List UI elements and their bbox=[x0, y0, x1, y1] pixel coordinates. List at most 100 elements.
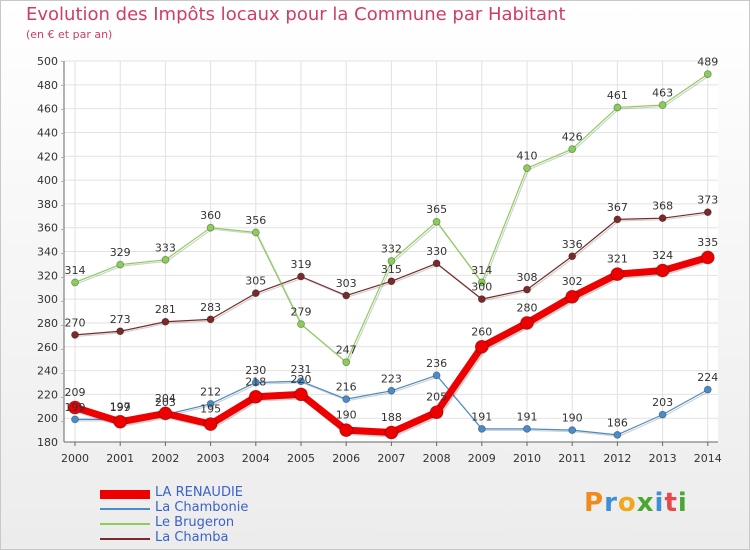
point-la-chambonie bbox=[613, 430, 622, 439]
data-label-le-brugeron: 410 bbox=[517, 150, 538, 163]
data-label-la-renaudie: 195 bbox=[200, 403, 221, 416]
brand-letter: P bbox=[584, 488, 605, 518]
point-la-renaudie bbox=[565, 289, 580, 304]
y-tick-label: 240 bbox=[37, 365, 58, 378]
data-label-la-chamba: 368 bbox=[652, 200, 673, 213]
data-label-la-chambonie: 191 bbox=[471, 410, 492, 423]
point-la-renaudie bbox=[339, 423, 354, 437]
data-label-la-chamba: 319 bbox=[291, 258, 312, 271]
brand-letter: o bbox=[617, 488, 637, 518]
axes: 180 200 220 240 260 280 300 320 340 360 380 400 420 4… bbox=[37, 55, 722, 465]
point-la-chambonie bbox=[71, 415, 79, 424]
data-label-le-brugeron: 360 bbox=[200, 209, 221, 222]
data-label-la-chamba: 373 bbox=[697, 194, 718, 207]
data-label-la-renaudie: 205 bbox=[426, 391, 447, 404]
point-la-chamba bbox=[613, 215, 622, 224]
data-label-la-chambonie: 191 bbox=[517, 410, 538, 423]
data-label-la-chambonie: 199 bbox=[65, 401, 86, 414]
data-label-le-brugeron: 365 bbox=[426, 203, 447, 216]
point-le-brugeron bbox=[432, 217, 441, 226]
data-label-la-chamba: 281 bbox=[155, 303, 176, 316]
y-tick-label: 320 bbox=[37, 269, 58, 282]
data-label-la-chambonie: 212 bbox=[200, 385, 221, 398]
data-label-la-renaudie: 218 bbox=[245, 375, 266, 388]
point-la-renaudie bbox=[520, 316, 534, 330]
x-tick-label: 2005 bbox=[287, 452, 315, 465]
point-la-renaudie bbox=[158, 406, 173, 421]
chart-title: Evolution des Impôts locaux pour la Comm… bbox=[26, 4, 566, 25]
legend-label: La Chambonie bbox=[155, 500, 249, 515]
point-la-chambonie bbox=[523, 425, 531, 433]
y-tick-label: 300 bbox=[37, 293, 58, 306]
data-label-le-brugeron: 247 bbox=[336, 344, 357, 357]
brand-logo: Proxiti bbox=[584, 488, 688, 518]
point-le-brugeron bbox=[342, 358, 351, 367]
point-le-brugeron bbox=[523, 164, 531, 173]
series bbox=[68, 70, 715, 440]
point-la-chamba bbox=[703, 208, 712, 217]
x-tick-label: 2007 bbox=[377, 452, 405, 465]
y-tick-label: 400 bbox=[37, 174, 58, 187]
y-tick-label: 380 bbox=[37, 198, 58, 211]
brand-letter: t bbox=[664, 488, 678, 518]
point-le-brugeron bbox=[613, 103, 622, 112]
y-tick-label: 500 bbox=[37, 55, 58, 68]
point-le-brugeron bbox=[568, 145, 577, 154]
data-label-la-chambonie: 203 bbox=[155, 396, 176, 409]
data-label-la-chambonie: 190 bbox=[562, 412, 583, 425]
x-tick-label: 2008 bbox=[423, 452, 451, 465]
x-tick-label: 2014 bbox=[694, 452, 722, 465]
y-tick-label: 200 bbox=[37, 412, 58, 425]
data-label-la-chambonie: 199 bbox=[110, 401, 131, 414]
point-le-brugeron bbox=[477, 278, 486, 287]
point-la-renaudie bbox=[700, 250, 715, 265]
point-la-chamba bbox=[523, 285, 531, 294]
point-la-chambonie bbox=[251, 378, 260, 387]
data-label-la-chamba: 300 bbox=[471, 281, 492, 294]
y-tick-label: 460 bbox=[37, 103, 58, 116]
point-la-renaudie bbox=[113, 414, 128, 429]
data-label-le-brugeron: 356 bbox=[245, 214, 266, 227]
data-label-la-chamba: 283 bbox=[200, 301, 221, 314]
point-la-renaudie bbox=[294, 387, 308, 402]
grid bbox=[64, 60, 718, 443]
point-la-renaudie bbox=[68, 400, 82, 415]
data-label-la-chamba: 305 bbox=[245, 275, 266, 288]
point-le-brugeron bbox=[703, 70, 712, 78]
data-label-la-renaudie: 324 bbox=[652, 249, 673, 262]
x-tick-label: 2012 bbox=[603, 452, 631, 465]
point-la-chambonie bbox=[703, 385, 712, 394]
point-la-chambonie bbox=[206, 399, 215, 408]
data-label-la-renaudie: 260 bbox=[471, 325, 492, 338]
point-la-chamba bbox=[297, 272, 305, 281]
point-la-chambonie bbox=[297, 377, 305, 386]
point-la-chamba bbox=[161, 317, 170, 326]
point-la-chamba bbox=[387, 277, 396, 286]
point-la-chamba bbox=[568, 252, 577, 261]
point-la-chambonie bbox=[432, 371, 441, 380]
brand-letter: r bbox=[604, 488, 618, 518]
legend-swatch bbox=[100, 489, 150, 499]
point-la-chamba bbox=[71, 330, 79, 339]
data-label-la-chambonie: 186 bbox=[607, 416, 628, 429]
y-tick-label: 280 bbox=[37, 317, 58, 330]
data-label-la-chambonie: 236 bbox=[426, 357, 447, 370]
x-tick-label: 2004 bbox=[242, 452, 270, 465]
brand-letter: i bbox=[677, 488, 688, 518]
y-tick-label: 360 bbox=[37, 222, 58, 235]
data-label-le-brugeron: 461 bbox=[607, 89, 628, 102]
data-label-la-chamba: 336 bbox=[562, 238, 583, 251]
x-tick-label: 2001 bbox=[106, 452, 134, 465]
data-label-le-brugeron: 329 bbox=[110, 246, 131, 259]
point-la-chambonie bbox=[568, 426, 577, 434]
data-label-le-brugeron: 279 bbox=[291, 306, 312, 319]
point-la-chambonie bbox=[658, 410, 667, 419]
point-la-chamba bbox=[432, 259, 441, 268]
point-la-renaudie bbox=[429, 405, 444, 420]
data-label-la-chambonie: 203 bbox=[652, 396, 673, 409]
data-label-la-renaudie: 321 bbox=[607, 253, 628, 266]
data-label-le-brugeron: 463 bbox=[652, 87, 673, 100]
legend-label: LA RENAUDIE bbox=[155, 485, 244, 500]
point-le-brugeron bbox=[161, 255, 170, 264]
